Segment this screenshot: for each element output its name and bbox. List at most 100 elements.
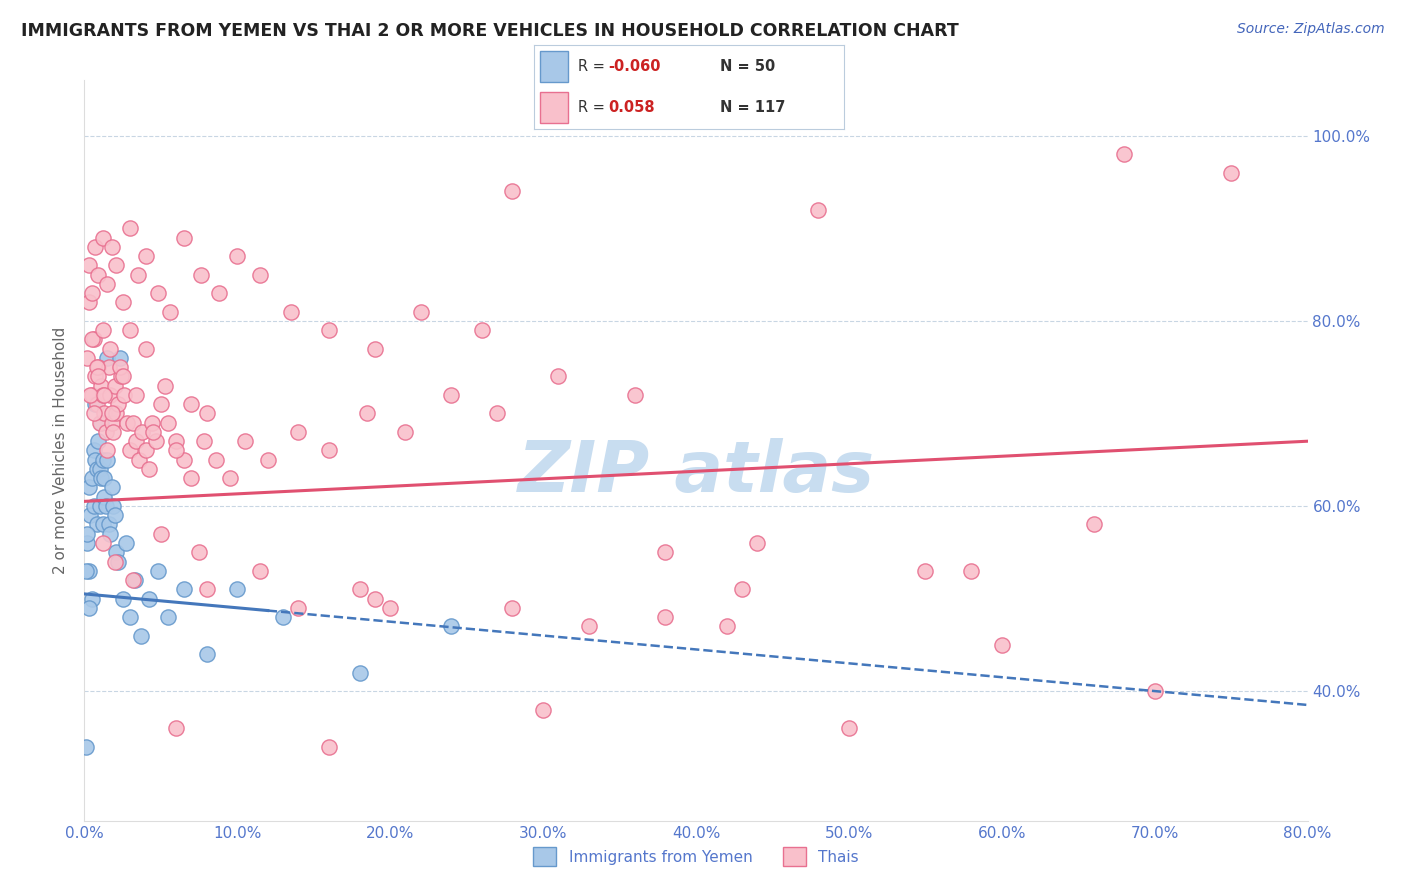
Point (80, 332, 103, 346)
Point (97, 360, 120, 375)
Point (838, 721, 860, 735)
Point (111, 369, 134, 384)
Point (226, 249, 249, 263)
Point (77, 295, 100, 310)
Point (173, 582, 195, 597)
Point (87, 434, 110, 449)
Point (84, 397, 107, 411)
Point (195, 407, 218, 421)
Point (93, 407, 115, 421)
Point (80, 286, 103, 301)
Point (128, 452, 150, 467)
Point (105, 545, 128, 559)
Point (89, 416, 111, 430)
Point (149, 397, 172, 411)
Point (101, 240, 124, 254)
Point (141, 416, 163, 430)
Point (87, 360, 110, 375)
Point (120, 443, 142, 458)
Point (578, 619, 600, 633)
Point (807, 202, 830, 217)
Point (1083, 517, 1105, 532)
Point (502, 600, 524, 615)
Legend: Immigrants from Yemen, Thais: Immigrants from Yemen, Thais (527, 841, 865, 872)
Point (80, 591, 103, 606)
Point (157, 416, 180, 430)
Point (108, 351, 131, 365)
Point (91, 230, 114, 244)
Point (122, 573, 145, 587)
Point (90, 416, 112, 430)
Point (318, 443, 340, 458)
Point (105, 259, 128, 273)
Point (440, 619, 463, 633)
Point (409, 304, 432, 318)
Point (120, 221, 142, 235)
Point (165, 443, 187, 458)
Point (195, 647, 218, 661)
Point (114, 536, 136, 550)
Text: IMMIGRANTS FROM YEMEN VS THAI 2 OR MORE VEHICLES IN HOUSEHOLD CORRELATION CHART: IMMIGRANTS FROM YEMEN VS THAI 2 OR MORE … (21, 22, 959, 40)
Point (84, 369, 107, 384)
Point (124, 573, 146, 587)
Point (84, 452, 107, 467)
Point (135, 249, 157, 263)
Point (90, 471, 112, 485)
Point (287, 600, 309, 615)
Point (111, 295, 134, 310)
Point (271, 610, 294, 624)
Point (77, 481, 100, 495)
Bar (540, 92, 568, 122)
Point (364, 591, 387, 606)
Point (180, 397, 202, 411)
Point (249, 564, 271, 578)
Point (98, 388, 121, 402)
Point (104, 508, 127, 523)
Point (349, 582, 371, 597)
Text: ZIP atlas: ZIP atlas (517, 438, 875, 508)
Text: N = 50: N = 50 (720, 59, 775, 74)
Point (145, 434, 167, 449)
Point (76, 536, 98, 550)
Point (91, 452, 114, 467)
Point (131, 425, 153, 439)
Point (127, 268, 149, 282)
Point (394, 425, 416, 439)
Point (96, 443, 118, 458)
Point (146, 564, 169, 578)
Point (624, 388, 647, 402)
Point (654, 610, 676, 624)
Point (226, 582, 249, 597)
Point (76, 526, 98, 541)
Point (146, 286, 169, 301)
Point (80, 388, 103, 402)
Point (89, 462, 111, 476)
Point (960, 564, 983, 578)
Point (547, 369, 569, 384)
Point (193, 434, 215, 449)
Point (104, 554, 127, 569)
Point (991, 638, 1014, 652)
Point (218, 471, 240, 485)
Point (180, 471, 202, 485)
Point (233, 434, 256, 449)
Text: Source: ZipAtlas.com: Source: ZipAtlas.com (1237, 22, 1385, 37)
Point (75, 739, 97, 754)
Point (86, 397, 108, 411)
Point (77, 259, 100, 273)
Point (115, 416, 138, 430)
Text: R =: R = (578, 100, 609, 115)
Point (108, 360, 131, 375)
Point (104, 378, 127, 392)
Point (93, 471, 115, 485)
Point (1220, 166, 1243, 180)
Point (531, 703, 554, 717)
Point (86, 462, 108, 476)
Point (101, 416, 124, 430)
Point (195, 582, 218, 597)
Point (94, 425, 117, 439)
Point (159, 304, 181, 318)
Point (103, 499, 125, 513)
Point (208, 286, 231, 301)
Point (165, 721, 187, 735)
